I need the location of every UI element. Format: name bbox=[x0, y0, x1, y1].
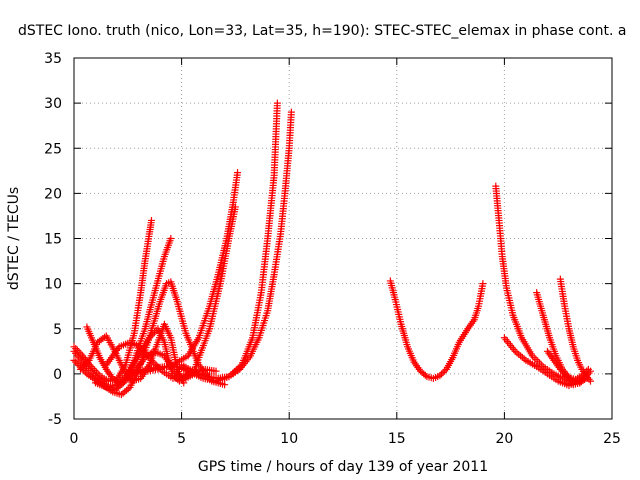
series-arc-11 bbox=[386, 277, 487, 382]
data-point bbox=[441, 367, 449, 375]
data-point bbox=[221, 381, 229, 389]
data-point bbox=[568, 376, 576, 384]
series-arc-15 bbox=[500, 334, 584, 390]
data-point bbox=[212, 367, 220, 375]
y-tick-label: 0 bbox=[53, 367, 62, 383]
data-point bbox=[421, 371, 429, 379]
data-point bbox=[586, 377, 594, 385]
x-tick-label: 20 bbox=[495, 431, 513, 447]
chart-title: dSTEC Iono. truth (nico, Lon=33, Lat=35,… bbox=[18, 23, 626, 39]
y-tick-label: 10 bbox=[44, 277, 62, 293]
data-point bbox=[479, 280, 487, 288]
x-tick-label: 5 bbox=[177, 431, 186, 447]
data-point bbox=[147, 216, 155, 224]
series-arc-16 bbox=[543, 347, 590, 387]
data-point bbox=[273, 99, 281, 107]
y-tick-label: 35 bbox=[44, 51, 62, 67]
y-tick-label: 20 bbox=[44, 186, 62, 202]
y-axis-label: dSTEC / TECUs bbox=[6, 187, 22, 290]
data-point bbox=[437, 370, 445, 378]
data-point bbox=[581, 376, 589, 384]
data-point bbox=[532, 355, 540, 363]
y-tick-label: 15 bbox=[44, 232, 62, 248]
series-arc-14 bbox=[556, 275, 594, 385]
data-point bbox=[584, 365, 592, 373]
x-axis-label: GPS time / hours of day 139 of year 2011 bbox=[198, 459, 488, 475]
data-point bbox=[234, 169, 242, 177]
data-point bbox=[70, 356, 78, 364]
x-tick-labels: 0 5 10 15 20 25 bbox=[70, 431, 621, 447]
data-point bbox=[439, 369, 447, 377]
x-tick-label: 10 bbox=[280, 431, 298, 447]
data-points bbox=[70, 99, 594, 399]
x-tick-label: 0 bbox=[70, 431, 79, 447]
series-arc-12 bbox=[492, 182, 594, 389]
data-point bbox=[101, 333, 109, 341]
y-tick-label: -5 bbox=[48, 412, 62, 428]
data-point bbox=[72, 358, 80, 366]
y-tick-label: 25 bbox=[44, 141, 62, 157]
data-point bbox=[73, 360, 81, 368]
data-point bbox=[124, 385, 132, 393]
data-point bbox=[582, 374, 590, 382]
grid-lines bbox=[74, 58, 612, 419]
axis-ticks bbox=[73, 57, 613, 420]
data-point bbox=[287, 108, 295, 116]
data-point bbox=[167, 235, 175, 242]
y-tick-label: 5 bbox=[53, 322, 62, 338]
y-tick-label: 30 bbox=[44, 96, 62, 112]
series-arc-4 bbox=[76, 320, 188, 387]
y-tick-labels: -5 0 5 10 15 20 25 30 35 bbox=[44, 51, 62, 428]
x-tick-label: 25 bbox=[603, 431, 621, 447]
series-arc-10 bbox=[178, 108, 295, 382]
data-point bbox=[436, 372, 444, 380]
x-tick-label: 15 bbox=[388, 431, 406, 447]
data-point bbox=[81, 368, 89, 376]
